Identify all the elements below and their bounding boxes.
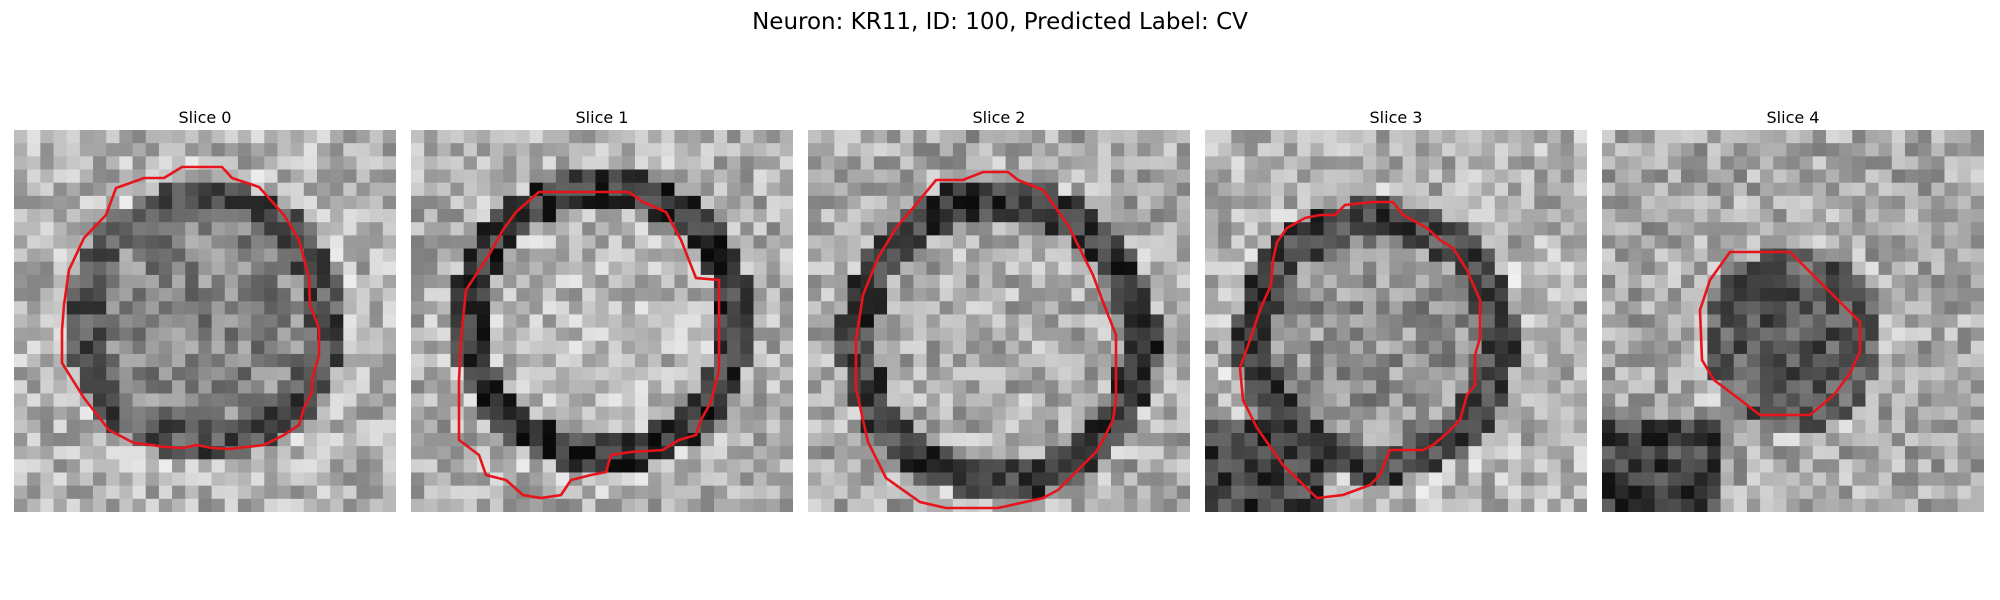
roi-contour-2	[854, 170, 1118, 510]
slice-pixels-4	[1602, 130, 1984, 512]
slice-panel-3: Slice 3	[1205, 108, 1587, 512]
slice-image-2	[808, 130, 1190, 512]
slice-image-0	[14, 130, 396, 512]
slice-title-3: Slice 3	[1369, 108, 1423, 127]
slice-pixels-3	[1205, 130, 1587, 512]
roi-contour-4	[1698, 250, 1862, 417]
slice-image-4	[1602, 130, 1984, 512]
slice-panel-2: Slice 2	[808, 108, 1190, 512]
figure-title: Neuron: KR11, ID: 100, Predicted Label: …	[752, 9, 1248, 35]
slice-image-3	[1205, 130, 1587, 512]
slice-panel-4: Slice 4	[1602, 108, 1984, 512]
slice-title-4: Slice 4	[1766, 108, 1820, 127]
slice-title-2: Slice 2	[972, 108, 1026, 127]
roi-contour-0	[60, 165, 321, 451]
slice-panel-0: Slice 0	[14, 108, 396, 512]
roi-contour-1	[457, 190, 721, 500]
slice-title-0: Slice 0	[178, 108, 232, 127]
slice-pixels-1	[411, 130, 793, 512]
slice-pixels-2	[808, 130, 1190, 512]
slice-panel-1: Slice 1	[411, 108, 793, 512]
slice-image-1	[411, 130, 793, 512]
roi-contour-3	[1238, 200, 1482, 500]
slice-pixels-0	[14, 130, 396, 512]
slice-title-1: Slice 1	[575, 108, 629, 127]
